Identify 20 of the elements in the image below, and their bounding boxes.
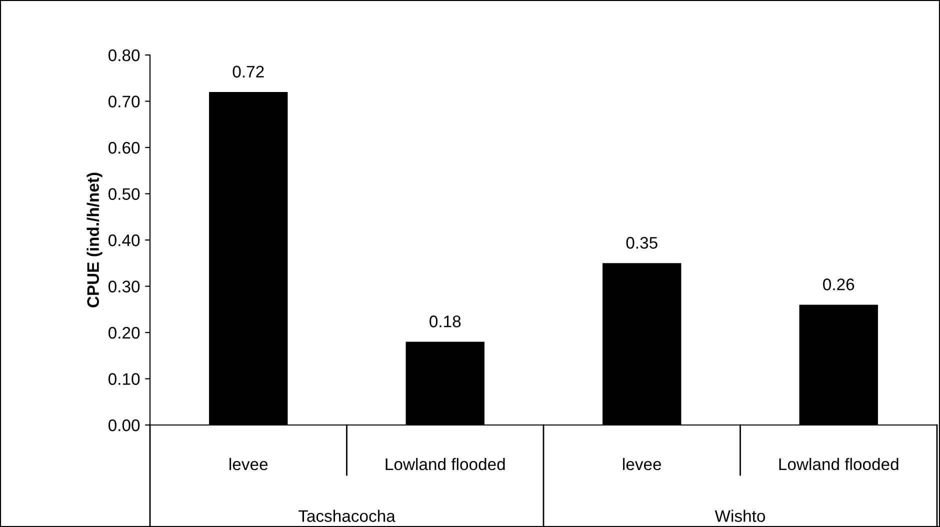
y-tick-label: 0.30 [108,280,140,292]
y-tick-label: 0.10 [108,373,140,385]
text: Tacshacocha [298,510,396,522]
y-tick-label: 0.00 [108,419,140,432]
data-label: 0.72 [232,66,264,78]
x-tick-label: Lowland flooded [779,458,898,470]
data-label: 0.26 [823,278,854,290]
y-tick-label: 0.60 [108,142,140,154]
y-tick-label: 0.20 [108,326,140,339]
y-tick-label: 0.40 [108,234,140,246]
y-tick-label: 0.80 [108,49,140,62]
x-tick-label: Lowland flooded [386,458,505,470]
text: Wishto [714,510,766,522]
y-tick-label: 0.70 [108,96,140,108]
data-label: 0.18 [430,316,461,328]
data-label: 0.35 [626,236,658,249]
y-tick-label: 0.50 [108,188,140,200]
y-axis-title: CPUE (ind./h/net) [86,172,102,308]
x-tick-label: levee [230,458,268,470]
x-tick-label: levee [623,458,662,470]
